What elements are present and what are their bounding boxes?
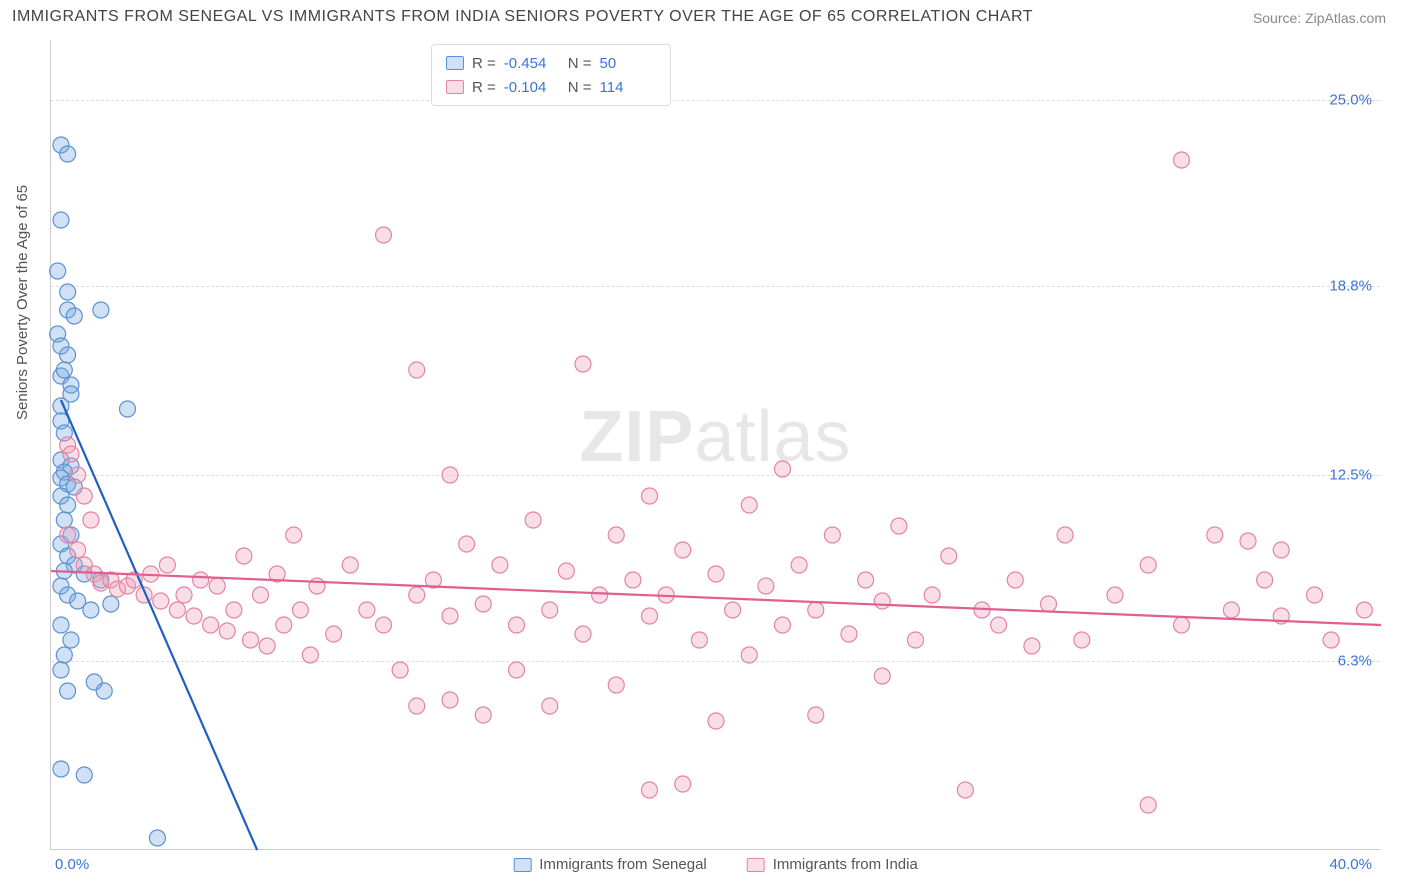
swatch-india-icon <box>747 858 765 872</box>
legend-label-india: Immigrants from India <box>773 856 918 873</box>
chart-title: IMMIGRANTS FROM SENEGAL VS IMMIGRANTS FR… <box>12 8 1033 26</box>
bottom-legend: Immigrants from Senegal Immigrants from … <box>513 856 918 873</box>
swatch-senegal-icon <box>513 858 531 872</box>
chart-area: ZIPatlas 6.3%12.5%18.8%25.0% 0.0% 40.0% … <box>50 40 1380 850</box>
y-axis-label: Seniors Poverty Over the Age of 65 <box>14 185 31 420</box>
x-tick-min: 0.0% <box>55 856 89 873</box>
legend-label-senegal: Immigrants from Senegal <box>539 856 707 873</box>
legend-item-india: Immigrants from India <box>747 856 918 873</box>
plot-svg <box>51 40 1380 849</box>
x-tick-max: 40.0% <box>1329 856 1372 873</box>
legend-item-senegal: Immigrants from Senegal <box>513 856 707 873</box>
source-label: Source: ZipAtlas.com <box>1253 10 1386 26</box>
